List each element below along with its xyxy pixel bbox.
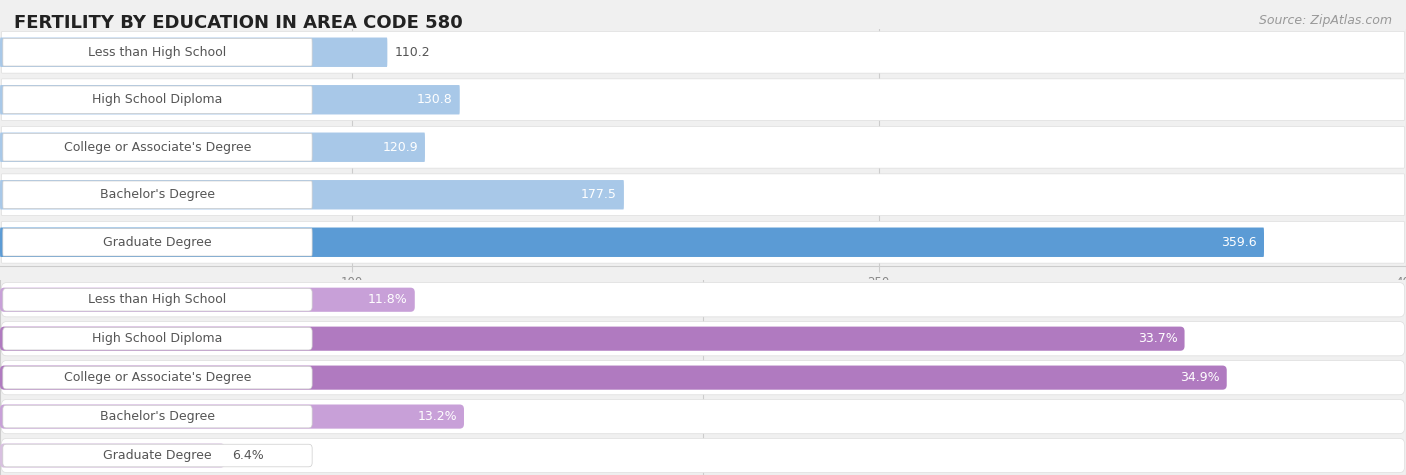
Text: College or Associate's Degree: College or Associate's Degree: [63, 141, 252, 154]
Text: Less than High School: Less than High School: [89, 46, 226, 59]
Text: 33.7%: 33.7%: [1137, 332, 1177, 345]
FancyBboxPatch shape: [0, 38, 388, 67]
FancyBboxPatch shape: [3, 288, 312, 311]
FancyBboxPatch shape: [3, 366, 312, 389]
FancyBboxPatch shape: [3, 181, 312, 209]
FancyBboxPatch shape: [3, 133, 312, 161]
Text: Source: ZipAtlas.com: Source: ZipAtlas.com: [1258, 14, 1392, 27]
FancyBboxPatch shape: [0, 327, 1185, 351]
FancyBboxPatch shape: [0, 228, 1264, 257]
FancyBboxPatch shape: [1, 322, 1405, 356]
Text: Bachelor's Degree: Bachelor's Degree: [100, 410, 215, 423]
FancyBboxPatch shape: [1, 361, 1405, 395]
FancyBboxPatch shape: [1, 31, 1405, 73]
Text: Less than High School: Less than High School: [89, 293, 226, 306]
FancyBboxPatch shape: [3, 444, 312, 467]
Text: Graduate Degree: Graduate Degree: [103, 236, 212, 249]
FancyBboxPatch shape: [3, 228, 312, 256]
FancyBboxPatch shape: [3, 405, 312, 428]
Text: High School Diploma: High School Diploma: [93, 332, 222, 345]
Text: 359.6: 359.6: [1222, 236, 1257, 249]
Text: 6.4%: 6.4%: [232, 449, 264, 462]
FancyBboxPatch shape: [0, 85, 460, 114]
FancyBboxPatch shape: [0, 288, 415, 312]
Text: 11.8%: 11.8%: [368, 293, 408, 306]
Text: 13.2%: 13.2%: [418, 410, 457, 423]
FancyBboxPatch shape: [1, 438, 1405, 473]
FancyBboxPatch shape: [0, 180, 624, 209]
Text: High School Diploma: High School Diploma: [93, 93, 222, 106]
Text: Bachelor's Degree: Bachelor's Degree: [100, 188, 215, 201]
FancyBboxPatch shape: [1, 79, 1405, 121]
FancyBboxPatch shape: [1, 283, 1405, 317]
Text: 177.5: 177.5: [581, 188, 617, 201]
FancyBboxPatch shape: [3, 327, 312, 350]
FancyBboxPatch shape: [0, 366, 1226, 389]
FancyBboxPatch shape: [1, 399, 1405, 434]
Text: 34.9%: 34.9%: [1180, 371, 1219, 384]
FancyBboxPatch shape: [0, 405, 464, 428]
FancyBboxPatch shape: [3, 38, 312, 66]
Text: 120.9: 120.9: [382, 141, 418, 154]
Text: College or Associate's Degree: College or Associate's Degree: [63, 371, 252, 384]
FancyBboxPatch shape: [0, 133, 425, 162]
Text: FERTILITY BY EDUCATION IN AREA CODE 580: FERTILITY BY EDUCATION IN AREA CODE 580: [14, 14, 463, 32]
Text: 130.8: 130.8: [418, 93, 453, 106]
FancyBboxPatch shape: [1, 221, 1405, 263]
FancyBboxPatch shape: [3, 86, 312, 114]
FancyBboxPatch shape: [1, 126, 1405, 168]
FancyBboxPatch shape: [1, 174, 1405, 216]
FancyBboxPatch shape: [0, 444, 225, 467]
Text: Graduate Degree: Graduate Degree: [103, 449, 212, 462]
Text: 110.2: 110.2: [394, 46, 430, 59]
